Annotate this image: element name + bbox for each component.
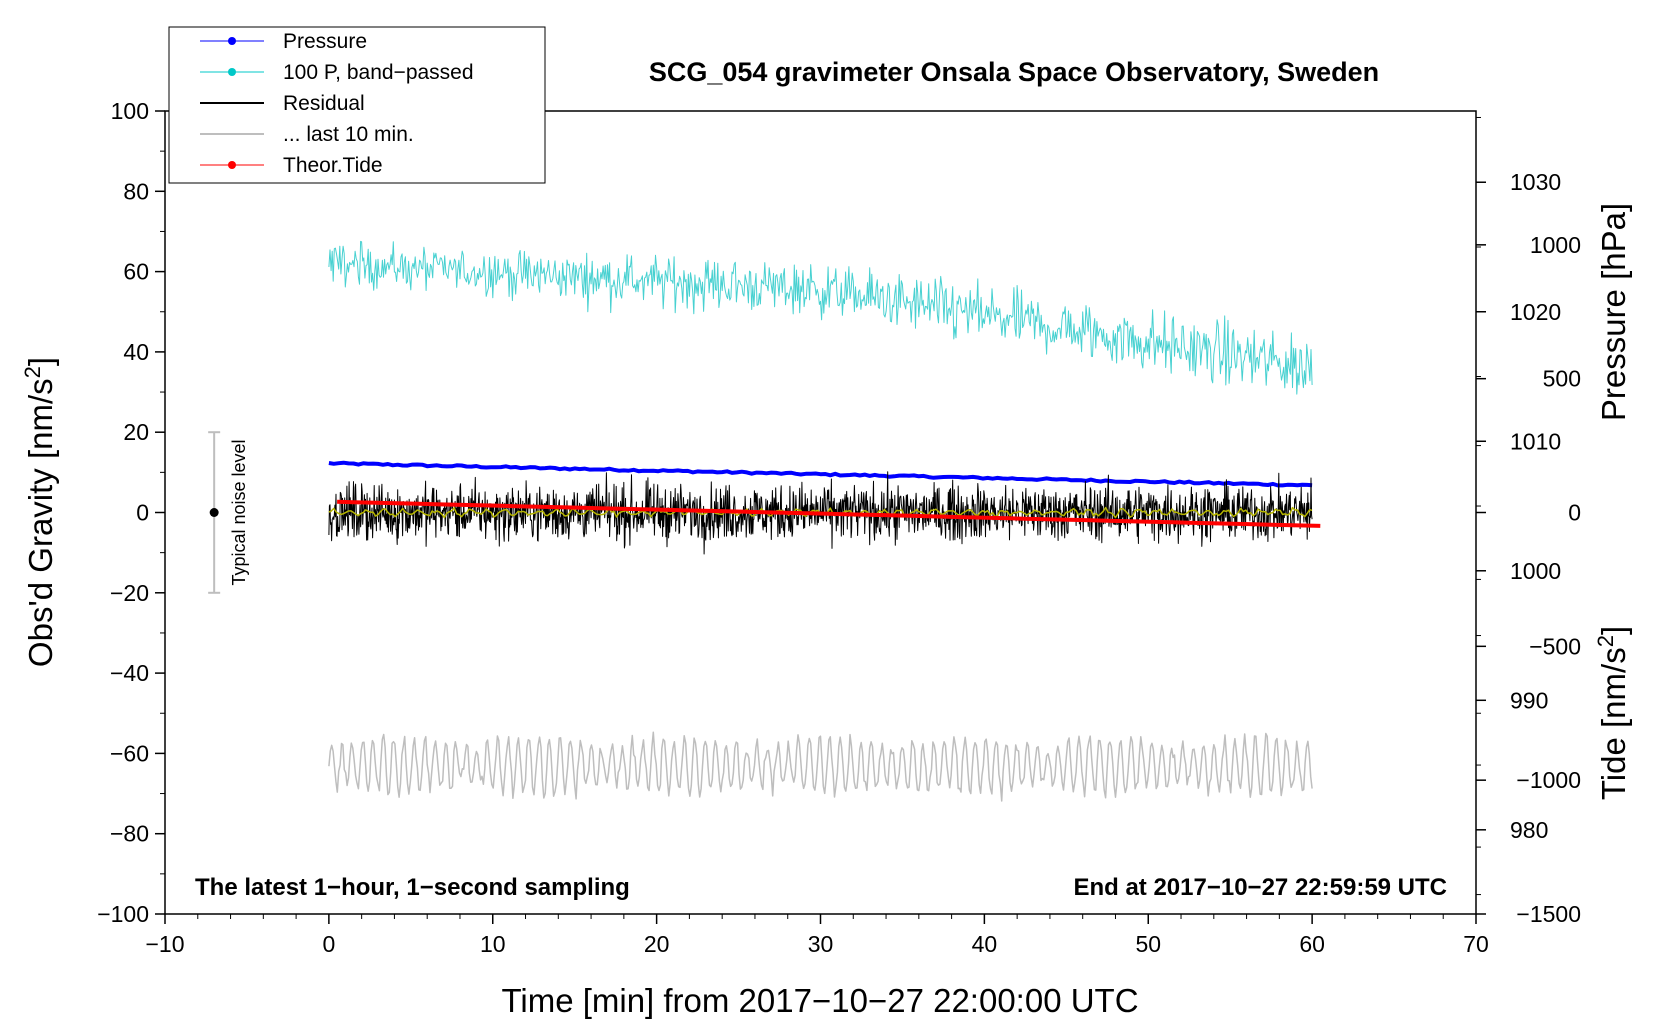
y-axis-title-tide: Tide [nm/s2] (1593, 626, 1632, 800)
legend-marker-pressure (228, 37, 236, 45)
series-theor-tide (337, 499, 1321, 528)
y-axis-pressure: 980 990 1000 1010 1020 1030 (1476, 116, 1561, 896)
legend-label-100-p-band-passed: 100 P, band−passed (283, 61, 474, 84)
tide-tick-label: −1000 (1516, 767, 1581, 793)
x-tick-label: 60 (1299, 931, 1325, 957)
tide-tick-label: −1500 (1516, 901, 1581, 927)
x-axis-title: Time [min] from 2017−10−27 22:00:00 UTC (501, 982, 1138, 1019)
y-tick-label: −80 (110, 821, 149, 847)
pressure-tick-label: 1000 (1510, 558, 1561, 584)
legend: Pressure 100 P, band−passed Residual ... la… (168, 26, 546, 184)
x-tick-label: 10 (480, 931, 506, 957)
y-tick-label: 40 (123, 339, 149, 365)
legend-label-pressure: Pressure (283, 30, 367, 53)
tide-tick-label: −500 (1529, 633, 1581, 659)
chart-title: SCG_054 gravimeter Onsala Space Observat… (649, 57, 1379, 87)
y-tick-label: 0 (136, 500, 149, 526)
legend-label-last-10-min: ... last 10 min. (283, 123, 414, 146)
pressure-tick-label: 980 (1510, 817, 1548, 843)
y-tick-label: 100 (111, 98, 149, 124)
annotation-end-time: End at 2017−10−27 22:59:59 UTC (1073, 874, 1447, 901)
series-layer (328, 240, 1321, 802)
tide-tick-label: 500 (1543, 366, 1581, 392)
legend-marker-100-p-band-passed (228, 68, 236, 76)
noise-level-label: Typical noise level (229, 439, 249, 585)
x-tick-label: 20 (644, 931, 670, 957)
y-axis-title-pressure: Pressure [hPa] (1595, 203, 1632, 421)
legend-box (168, 26, 546, 184)
legend-marker-theor-tide (228, 161, 236, 169)
x-tick-label: 30 (808, 931, 834, 957)
x-tick-label: 50 (1135, 931, 1161, 957)
pressure-tick-label: 1010 (1510, 428, 1561, 454)
noise-bar-center-dot (209, 508, 219, 517)
series-100-p-band-passed (328, 240, 1313, 395)
x-axis: −10 0 10 20 30 40 50 60 70 (145, 914, 1489, 957)
y-axis-gravity: −100 −80 −60 −40 −20 0 20 40 60 80 100 (97, 98, 165, 927)
series-last-10-min (328, 731, 1313, 802)
x-tick-label: 0 (322, 931, 335, 957)
x-tick-label: 40 (972, 931, 998, 957)
y-axis-title-gravity: Obs'd Gravity [nm/s2] (20, 357, 59, 667)
pressure-tick-label: 990 (1510, 687, 1548, 713)
pressure-tick-label: 1020 (1510, 299, 1561, 325)
x-tick-label: 70 (1463, 931, 1489, 957)
y-tick-label: −60 (110, 740, 149, 766)
annotation-sampling: The latest 1−hour, 1−second sampling (195, 874, 630, 901)
noise-bar: Typical noise level (208, 431, 249, 594)
tide-tick-label: 1000 (1530, 232, 1581, 258)
tide-tick-label: 0 (1568, 500, 1581, 526)
y-tick-label: 20 (123, 419, 149, 445)
pressure-tick-label: 1030 (1510, 169, 1561, 195)
series-pressure (328, 460, 1313, 488)
y-tick-label: −20 (110, 580, 149, 606)
legend-label-residual: Residual (283, 92, 365, 115)
legend-label-theor-tide: Theor.Tide (283, 154, 383, 177)
y-tick-label: −100 (97, 901, 149, 927)
y-tick-label: 60 (123, 259, 149, 285)
y-tick-label: −40 (110, 660, 149, 686)
x-tick-label: −10 (145, 931, 184, 957)
y-axis-tide: −1500 −1000 −500 0 500 1000 (1476, 232, 1581, 927)
y-tick-label: 80 (123, 178, 149, 204)
